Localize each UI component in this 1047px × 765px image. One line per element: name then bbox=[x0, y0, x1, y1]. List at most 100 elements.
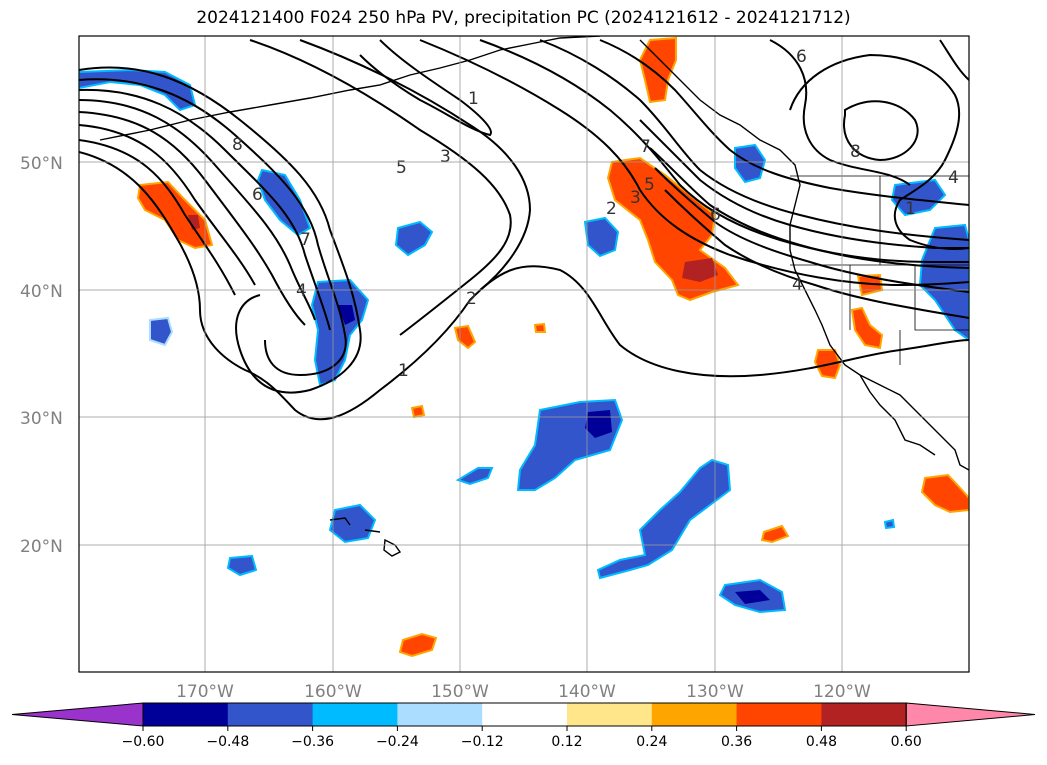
colorbar-tick-label: 0.48 bbox=[806, 734, 837, 750]
contour-labels: 1 3 5 8 6 7 4 2 1 7 5 3 2 6 4 6 8 4 1 bbox=[232, 47, 959, 381]
colorbar-extend-high bbox=[905, 702, 1036, 727]
pv-contour bbox=[79, 111, 306, 326]
pv-contour bbox=[79, 66, 362, 394]
colorbar-segment bbox=[227, 703, 314, 726]
colorbar-tick-label: 0.24 bbox=[636, 734, 667, 750]
pos-blob bbox=[398, 632, 438, 658]
neg-blob bbox=[883, 518, 896, 530]
pv-contour bbox=[769, 39, 911, 186]
lon-label: 150°W bbox=[431, 682, 489, 702]
pv-contour bbox=[79, 99, 316, 321]
neg-blob bbox=[328, 503, 377, 544]
pv-contour bbox=[299, 39, 532, 291]
colorbar-segment bbox=[821, 703, 907, 726]
hawaii-islands bbox=[329, 517, 402, 557]
pv-contour bbox=[654, 167, 969, 293]
colorbar-tick-label: −0.48 bbox=[206, 734, 249, 750]
lon-label: 130°W bbox=[686, 682, 744, 702]
lat-label: 30°N bbox=[20, 409, 63, 429]
colorbar-tick-label: −0.60 bbox=[122, 734, 165, 750]
colorbar-segment bbox=[651, 703, 738, 726]
negative-precip-areas bbox=[79, 68, 969, 614]
contour-label: 8 bbox=[850, 142, 861, 162]
longitude-labels: 170°W 160°W 150°W 140°W 130°W 120°W bbox=[176, 682, 871, 702]
neg-blob bbox=[394, 220, 434, 257]
contour-label: 6 bbox=[796, 47, 807, 67]
pos-blob bbox=[410, 404, 426, 419]
latitude-labels: 50°N 40°N 30°N 20°N bbox=[20, 154, 63, 557]
colorbar-tick-label: 0.36 bbox=[721, 734, 752, 750]
contour-label: 4 bbox=[948, 168, 959, 188]
colorbar: −0.60 −0.48 −0.36 −0.24 −0.12 0.12 0.24 0.36 0.4… bbox=[11, 702, 1036, 750]
neg-blob bbox=[583, 216, 620, 258]
neg-blob bbox=[338, 305, 355, 325]
pos-blob bbox=[920, 473, 969, 514]
colorbar-frame bbox=[142, 702, 907, 727]
colorbar-extend-low bbox=[11, 702, 144, 727]
contour-label: 7 bbox=[300, 230, 311, 250]
pv-contour bbox=[79, 139, 236, 296]
pv-contour bbox=[539, 39, 969, 241]
lat-label: 20°N bbox=[20, 537, 63, 557]
pos-blob bbox=[188, 215, 200, 230]
figure-title: 2024121400 F024 250 hPa PV, precipitatio… bbox=[196, 8, 851, 28]
pos-blob bbox=[760, 524, 790, 544]
pos-blob bbox=[682, 258, 718, 282]
neg-blob bbox=[310, 278, 370, 387]
positive-precip-areas bbox=[136, 36, 969, 658]
colorbar-tick-label: −0.36 bbox=[291, 734, 334, 750]
alaska-coast bbox=[99, 36, 601, 141]
colorbar-tick-label: 0.60 bbox=[891, 734, 922, 750]
pos-blob bbox=[533, 322, 547, 333]
us-state-lines bbox=[790, 175, 969, 365]
pv-contour bbox=[599, 39, 969, 206]
contour-label: 3 bbox=[630, 188, 641, 208]
pv-contours bbox=[79, 39, 969, 421]
pv-contour bbox=[664, 189, 969, 319]
colorbar-tick-label: −0.24 bbox=[376, 734, 419, 750]
pv-contour bbox=[79, 88, 331, 331]
pv-contour bbox=[79, 124, 256, 286]
lat-label: 50°N bbox=[20, 154, 63, 174]
contour-label: 7 bbox=[640, 137, 651, 157]
contour-label: 4 bbox=[792, 275, 803, 295]
colorbar-segment bbox=[567, 703, 653, 726]
contour-label: 2 bbox=[466, 289, 477, 309]
baja-coast bbox=[859, 374, 936, 456]
pos-blob bbox=[638, 36, 677, 104]
map-frame bbox=[78, 35, 970, 673]
pv-contour bbox=[843, 100, 919, 162]
contour-label: 3 bbox=[440, 147, 451, 167]
pv-contour bbox=[79, 78, 347, 377]
pv-contour bbox=[359, 39, 492, 137]
contour-label: 1 bbox=[398, 361, 409, 381]
colorbar-segment bbox=[312, 703, 398, 726]
contour-label: 1 bbox=[468, 89, 479, 109]
contour-label: 5 bbox=[644, 175, 655, 195]
neg-blob bbox=[596, 458, 732, 580]
pos-blob bbox=[136, 180, 214, 250]
neg-blob bbox=[890, 178, 947, 217]
lon-label: 140°W bbox=[558, 682, 616, 702]
contour-label: 6 bbox=[252, 185, 263, 205]
pv-contour bbox=[419, 39, 969, 287]
contour-label: 1 bbox=[905, 199, 916, 219]
contour-label: 2 bbox=[606, 199, 617, 219]
colorbar-segment bbox=[482, 703, 568, 726]
neg-blob bbox=[149, 316, 174, 347]
lon-label: 160°W bbox=[304, 682, 362, 702]
pv-contour bbox=[249, 39, 512, 336]
pv-contour bbox=[649, 147, 969, 269]
lon-label: 170°W bbox=[176, 682, 234, 702]
pos-blob bbox=[850, 306, 884, 350]
contour-label: 4 bbox=[296, 281, 307, 301]
contour-label: 8 bbox=[232, 135, 243, 155]
pv-contour bbox=[639, 119, 969, 249]
colorbar-segment bbox=[736, 703, 822, 726]
colorbar-tick-label: 0.12 bbox=[551, 734, 582, 750]
neg-blob bbox=[735, 590, 770, 604]
pv-contour bbox=[789, 53, 969, 250]
neg-blob bbox=[455, 467, 494, 486]
pv-contour bbox=[79, 151, 969, 421]
